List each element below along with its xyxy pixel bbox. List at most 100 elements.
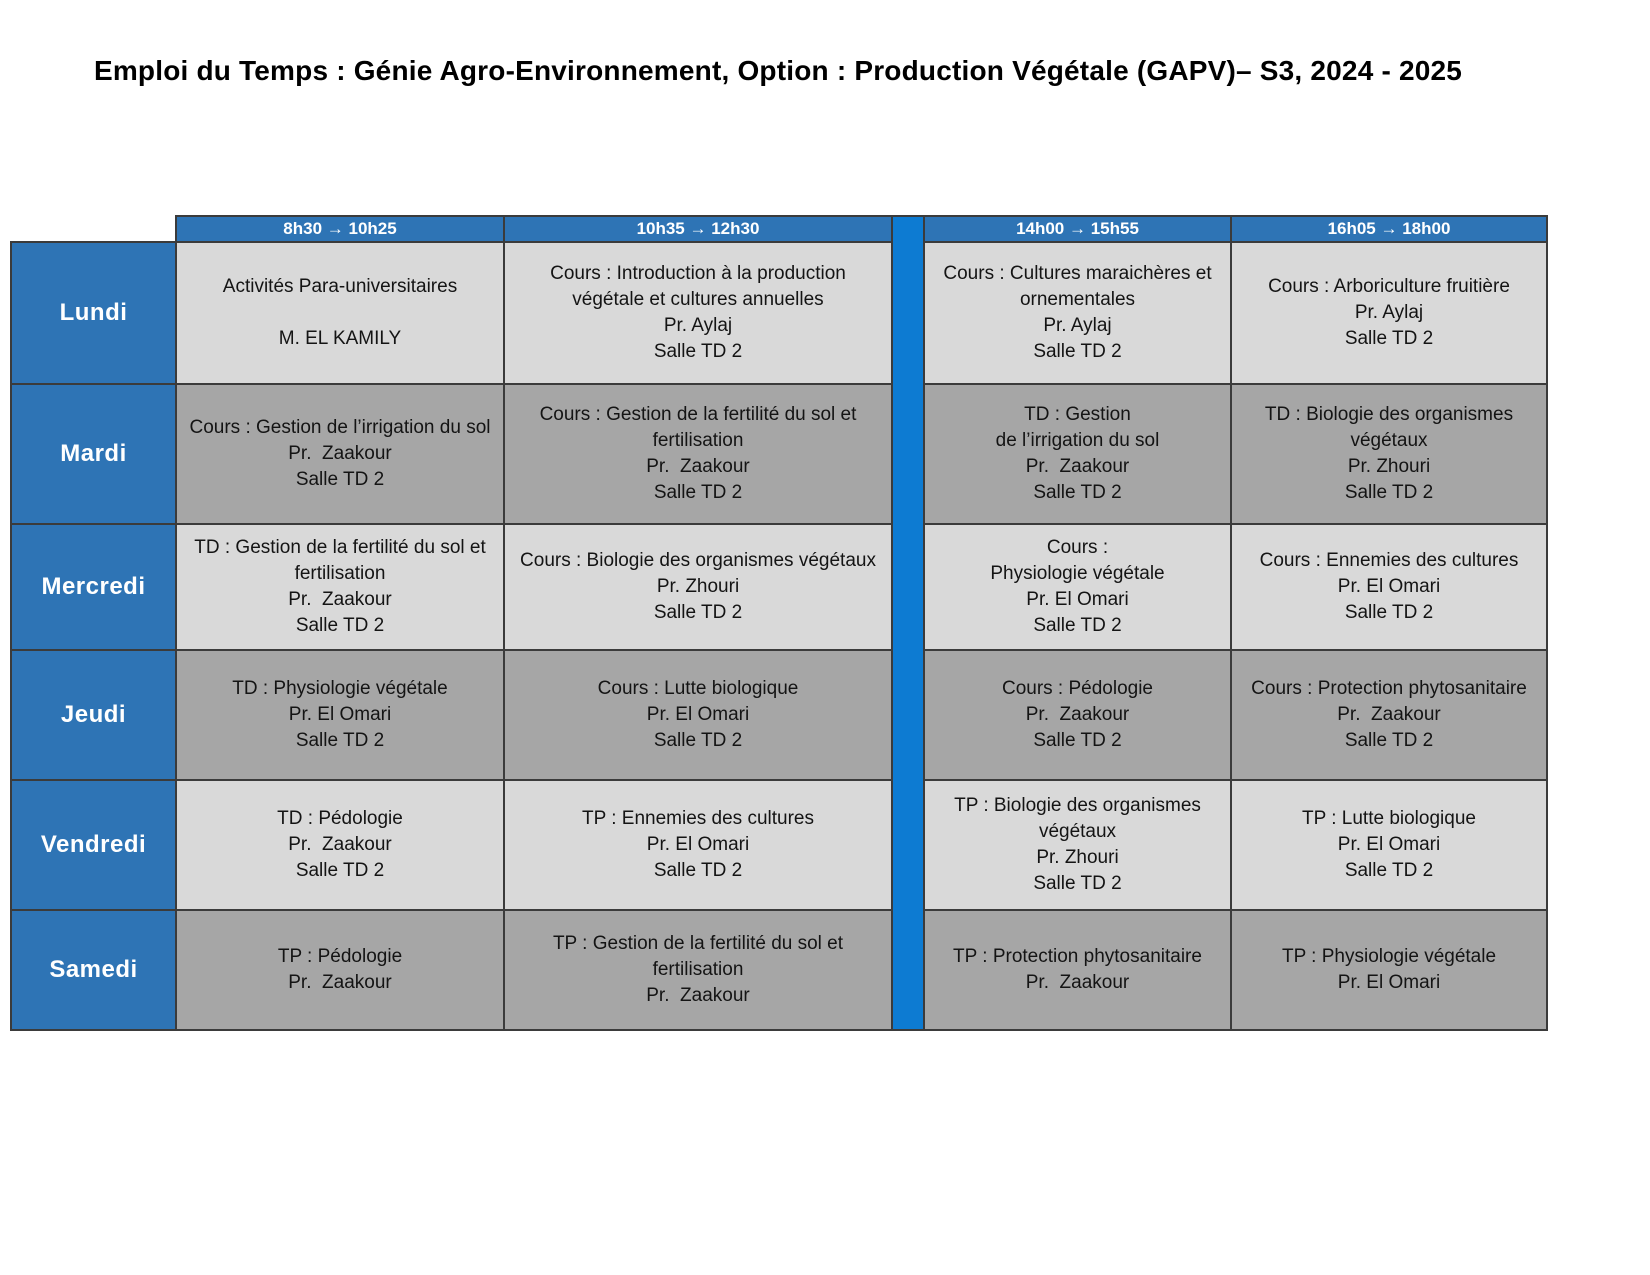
schedule-page: Emploi du Temps : Génie Agro-Environneme… [10, 0, 1548, 1031]
day-header-vendredi: Vendredi [10, 779, 177, 911]
schedule-cell: Cours : Ennemies des cultures Pr. El Omar… [1230, 523, 1548, 651]
schedule-cell-line: Cours : Biologie des organismes végétaux [520, 550, 876, 571]
schedule-cell-line: TP : Physiologie végétale [1281, 946, 1497, 967]
schedule-cell-line: Salle TD 2 [653, 341, 743, 362]
schedule-cell: Cours : Introduction à la production vég… [503, 241, 893, 385]
schedule-cell: Activités Para-universitaires M. EL KAMIL… [175, 241, 505, 385]
schedule-cell-line: TD : Gestion [1024, 404, 1131, 425]
schedule-cell: TD : Physiologie végétale Pr. El Omari Sal… [175, 649, 505, 781]
schedule-cell-line: Salle TD 2 [295, 469, 385, 490]
schedule-cell-line: TD : Biologie des organismes végétaux [1264, 404, 1519, 451]
schedule-cell: Cours : Physiologie végétale Pr. El Omari S… [923, 523, 1232, 651]
schedule-cell-line: Salle TD 2 [1033, 730, 1122, 751]
schedule-cell-line: Pr. Aylaj [1043, 315, 1112, 336]
time-slot-header: 8h30 → 10h25 [175, 215, 505, 243]
schedule-cell-line: Cours : Gestion de l’irrigation du sol [189, 417, 491, 438]
corner-spacer [11, 216, 176, 242]
schedule-cell-line: TP : Pédologie [277, 946, 403, 967]
schedule-cell-line: Pr. Zaakour [1025, 456, 1130, 477]
schedule-cell-line: Pr. Aylaj [663, 315, 733, 336]
schedule-cell-line: Pr. Zaakour [288, 443, 392, 464]
schedule-cell-line: Salle TD 2 [295, 860, 385, 881]
schedule-cell-line: Salle TD 2 [1344, 602, 1434, 623]
day-header-mardi: Mardi [10, 383, 177, 525]
day-header-samedi: Samedi [10, 909, 177, 1031]
schedule-cell-line: Cours : Gestion de la fertilité du sol e… [539, 404, 862, 451]
schedule-cell-line: M. EL KAMILY [278, 328, 402, 349]
day-header-lundi: Lundi [10, 241, 177, 385]
schedule-cell-line: Salle TD 2 [1344, 730, 1434, 751]
day-header-jeudi: Jeudi [10, 649, 177, 781]
schedule-cell: TP : Ennemies des cultures Pr. El Omari Sa… [503, 779, 893, 911]
schedule-cell-line: Pr. Zaakour [288, 834, 392, 855]
schedule-cell-line: Salle TD 2 [653, 602, 743, 623]
schedule-cell-line: Pr. Zhouri [1347, 456, 1431, 477]
schedule-cell-line: Cours : Arboriculture fruitière [1268, 276, 1510, 297]
schedule-cell: TP : Lutte biologique Pr. El Omari Salle T… [1230, 779, 1548, 911]
schedule-cell-line: Salle TD 2 [295, 615, 385, 636]
schedule-cell: TP : Biologie des organismes végétaux Pr.… [923, 779, 1232, 911]
schedule-cell-line: Salle TD 2 [1344, 328, 1434, 349]
schedule-cell-line: Pr. El Omari [288, 704, 392, 725]
schedule-cell-line: TP : Lutte biologique [1302, 808, 1476, 829]
schedule-cell-line: Cours : Protection phytosanitaire [1251, 678, 1527, 699]
schedule-cell-line: Cours : Introduction à la production vég… [550, 263, 852, 310]
schedule-cell: Cours : Protection phytosanitaire Pr. Zaa… [1230, 649, 1548, 781]
schedule-cell-line: Pr. El Omari [1026, 589, 1129, 610]
schedule-cell-line [189, 300, 491, 326]
schedule-cell-line: Salle TD 2 [1033, 341, 1122, 362]
schedule-cell: Cours : Gestion de l’irrigation du sol Pr… [175, 383, 505, 525]
schedule-cell-line: Pr. Aylaj [1354, 302, 1424, 323]
schedule-cell-line: TP : Ennemies des cultures [582, 808, 814, 829]
schedule-cell-line: TD : Pédologie [277, 808, 403, 829]
schedule-cell-line: Pr. Zaakour [1337, 704, 1441, 725]
page-title: Emploi du Temps : Génie Agro-Environneme… [93, 55, 1463, 86]
schedule-cell: TP : Protection phytosanitaire Pr. Zaakou… [923, 909, 1232, 1031]
timetable: 8h30 → 10h25 10h35 → 12h30 14h00 → 15h55 16… [10, 215, 1548, 1031]
schedule-cell-line: Pr. Zaakour [646, 456, 750, 477]
time-slot-header: 10h35 → 12h30 [503, 215, 893, 243]
schedule-cell: TD : Pédologie Pr. Zaakour Salle TD 2 [175, 779, 505, 911]
schedule-cell: TD : Gestion de l’irrigation du sol Pr. Za… [923, 383, 1232, 525]
schedule-cell: Cours : Gestion de la fertilité du sol e… [503, 383, 893, 525]
schedule-cell-line: de l’irrigation du sol [995, 430, 1160, 451]
schedule-cell-line: Cours : Lutte biologique [597, 678, 799, 699]
schedule-cell-line: Salle TD 2 [1344, 860, 1434, 881]
schedule-cell-line: Cours : Ennemies des cultures [1259, 550, 1519, 571]
schedule-cell-line: Salle TD 2 [653, 482, 743, 503]
schedule-cell: Cours : Pédologie Pr. Zaakour Salle TD 2 [923, 649, 1232, 781]
time-slot-header: 16h05 → 18h00 [1230, 215, 1548, 243]
schedule-cell-line: Pr. Zhouri [656, 576, 740, 597]
schedule-cell: TP : Gestion de la fertilité du sol et f… [503, 909, 893, 1031]
schedule-cell-line: Physiologie végétale [990, 563, 1165, 584]
schedule-cell: Cours : Biologie des organismes végétaux… [503, 523, 893, 651]
schedule-cell-line: Pr. El Omari [1337, 972, 1441, 993]
schedule-cell-line: Salle TD 2 [1033, 482, 1122, 503]
schedule-cell-line: Salle TD 2 [1033, 873, 1122, 894]
schedule-cell-line: Pr. El Omari [646, 834, 750, 855]
schedule-cell-line: Pr. El Omari [1337, 834, 1441, 855]
schedule-cell-line: TP : Gestion de la fertilité du sol et f… [552, 933, 849, 980]
schedule-cell-line: TD : Gestion de la fertilité du sol et f… [194, 537, 492, 584]
schedule-cell-line: TP : Biologie des organismes végétaux [954, 795, 1207, 842]
schedule-cell-line: Salle TD 2 [1344, 482, 1434, 503]
schedule-cell-line: Pr. Zaakour [288, 972, 392, 993]
schedule-cell-line: Pr. Zaakour [1025, 704, 1130, 725]
schedule-cell-line: Cours : [1046, 537, 1109, 558]
schedule-cell-line: Pr. Zaakour [1025, 972, 1130, 993]
midday-divider [891, 215, 925, 1031]
schedule-cell: Cours : Cultures maraichères et ornement… [923, 241, 1232, 385]
schedule-cell-line: TD : Physiologie végétale [232, 678, 448, 699]
schedule-cell-line: TP : Protection phytosanitaire [953, 946, 1202, 967]
schedule-cell-line: Activités Para-universitaires [222, 276, 458, 297]
schedule-cell-line: Salle TD 2 [653, 860, 743, 881]
schedule-cell-line: Salle TD 2 [653, 730, 743, 751]
schedule-cell-line: Pr. Zaakour [646, 985, 750, 1006]
schedule-cell-line: Pr. Zaakour [288, 589, 392, 610]
schedule-cell: TP : Pédologie Pr. Zaakour [175, 909, 505, 1031]
schedule-cell-line: Pr. El Omari [646, 704, 750, 725]
schedule-cell-line: Pr. Zhouri [1036, 847, 1119, 868]
schedule-cell: Cours : Arboriculture fruitière Pr. Aylaj… [1230, 241, 1548, 385]
schedule-cell-line: Salle TD 2 [1033, 615, 1122, 636]
schedule-cell-line: Cours : Cultures maraichères et ornement… [943, 263, 1217, 310]
